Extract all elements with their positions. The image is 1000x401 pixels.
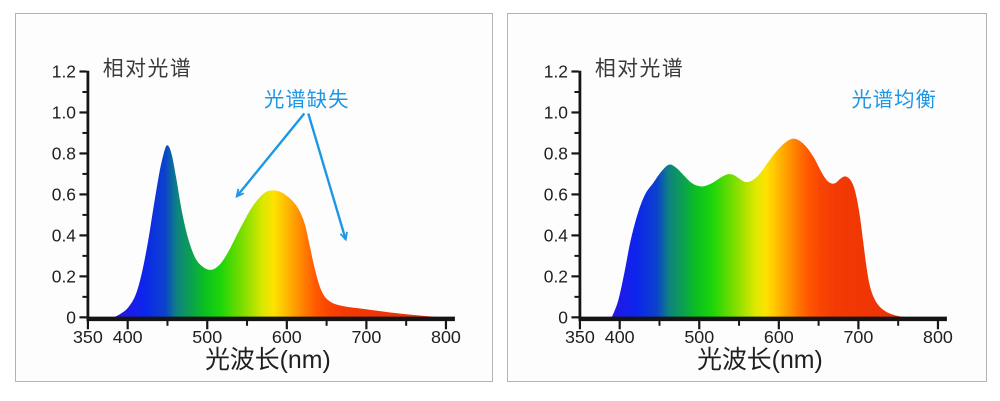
y-tick-label: 0.8 xyxy=(544,143,568,163)
spectrum-panel-deficient: 350 400 500 600 700 800 0 0.2 0.4 0.6 0.8 1.0 1.2 相对光… xyxy=(15,13,493,382)
y-tick-label: 1.2 xyxy=(52,61,76,81)
y-tick-label: 0.2 xyxy=(52,266,76,286)
spectrum-chart-deficient: 350 400 500 600 700 800 0 0.2 0.4 0.6 0.8 1.0 1.2 相对光… xyxy=(52,58,461,374)
y-tick-label: 0.4 xyxy=(52,225,77,245)
spectrum-area-series xyxy=(114,145,442,318)
y-tick-label: 1.2 xyxy=(544,61,568,81)
annotation-label: 光谱缺失 xyxy=(264,88,349,111)
y-tick-label: 0.6 xyxy=(544,184,568,204)
x-tick-label: 400 xyxy=(605,327,635,347)
spectrum-panel-balanced: 350 400 500 600 700 800 0 0.2 0.4 0.6 0.8 1.0 1.2 相对光… xyxy=(507,13,987,382)
annotation-arrow xyxy=(235,112,306,199)
x-axis-title: 光波长(nm) xyxy=(205,346,331,374)
y-tick-label: 0.4 xyxy=(544,225,569,245)
y-tick-label: 0.8 xyxy=(52,143,76,163)
x-tick-label: 700 xyxy=(843,327,873,347)
y-tick-label: 1.0 xyxy=(52,102,76,122)
y-tick-label: 0 xyxy=(558,307,568,327)
y-tick-label: 1.0 xyxy=(544,102,568,122)
x-tick-label: 600 xyxy=(764,327,794,347)
y-tick-label: 0.6 xyxy=(52,184,76,204)
annotation-arrow xyxy=(307,113,348,242)
x-tick-label: 800 xyxy=(431,327,461,347)
x-tick-label: 600 xyxy=(272,327,302,347)
x-tick-label: 500 xyxy=(192,327,222,347)
spectrum-chart-balanced: 350 400 500 600 700 800 0 0.2 0.4 0.6 0.8 1.0 1.2 相对光… xyxy=(544,58,953,374)
y-tick-label: 0 xyxy=(66,307,76,327)
y-tick-label: 0.2 xyxy=(544,266,568,286)
chart-title: 相对光谱 xyxy=(595,58,684,81)
chart-title: 相对光谱 xyxy=(103,58,192,81)
x-tick-label: 400 xyxy=(113,327,143,347)
x-tick-label: 800 xyxy=(923,327,953,347)
spectrum-area-series xyxy=(611,138,908,318)
x-tick-label: 350 xyxy=(73,327,103,347)
x-tick-label: 500 xyxy=(684,327,714,347)
annotation-label: 光谱均衡 xyxy=(851,88,936,111)
x-tick-label: 350 xyxy=(565,327,595,347)
x-axis-title: 光波长(nm) xyxy=(697,346,823,374)
x-tick-label: 700 xyxy=(351,327,381,347)
